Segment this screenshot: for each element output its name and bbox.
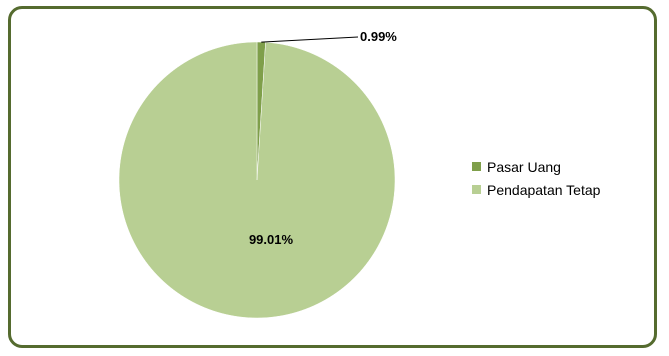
- legend-swatch-pasar-uang: [472, 162, 481, 171]
- pie-slice-pendapatan-tetap: [118, 41, 396, 319]
- legend: Pasar Uang Pendapatan Tetap: [472, 155, 600, 201]
- legend-item-pasar-uang: Pasar Uang: [472, 155, 600, 178]
- legend-item-pendapatan-tetap: Pendapatan Tetap: [472, 178, 600, 201]
- leader-line: [261, 36, 359, 43]
- legend-label-pasar-uang: Pasar Uang: [487, 158, 561, 175]
- data-label-pendapatan-tetap: 99.01%: [249, 232, 294, 247]
- legend-swatch-pendapatan-tetap: [472, 185, 481, 194]
- data-label-pasar-uang: 0.99%: [360, 29, 397, 44]
- legend-label-pendapatan-tetap: Pendapatan Tetap: [487, 181, 601, 198]
